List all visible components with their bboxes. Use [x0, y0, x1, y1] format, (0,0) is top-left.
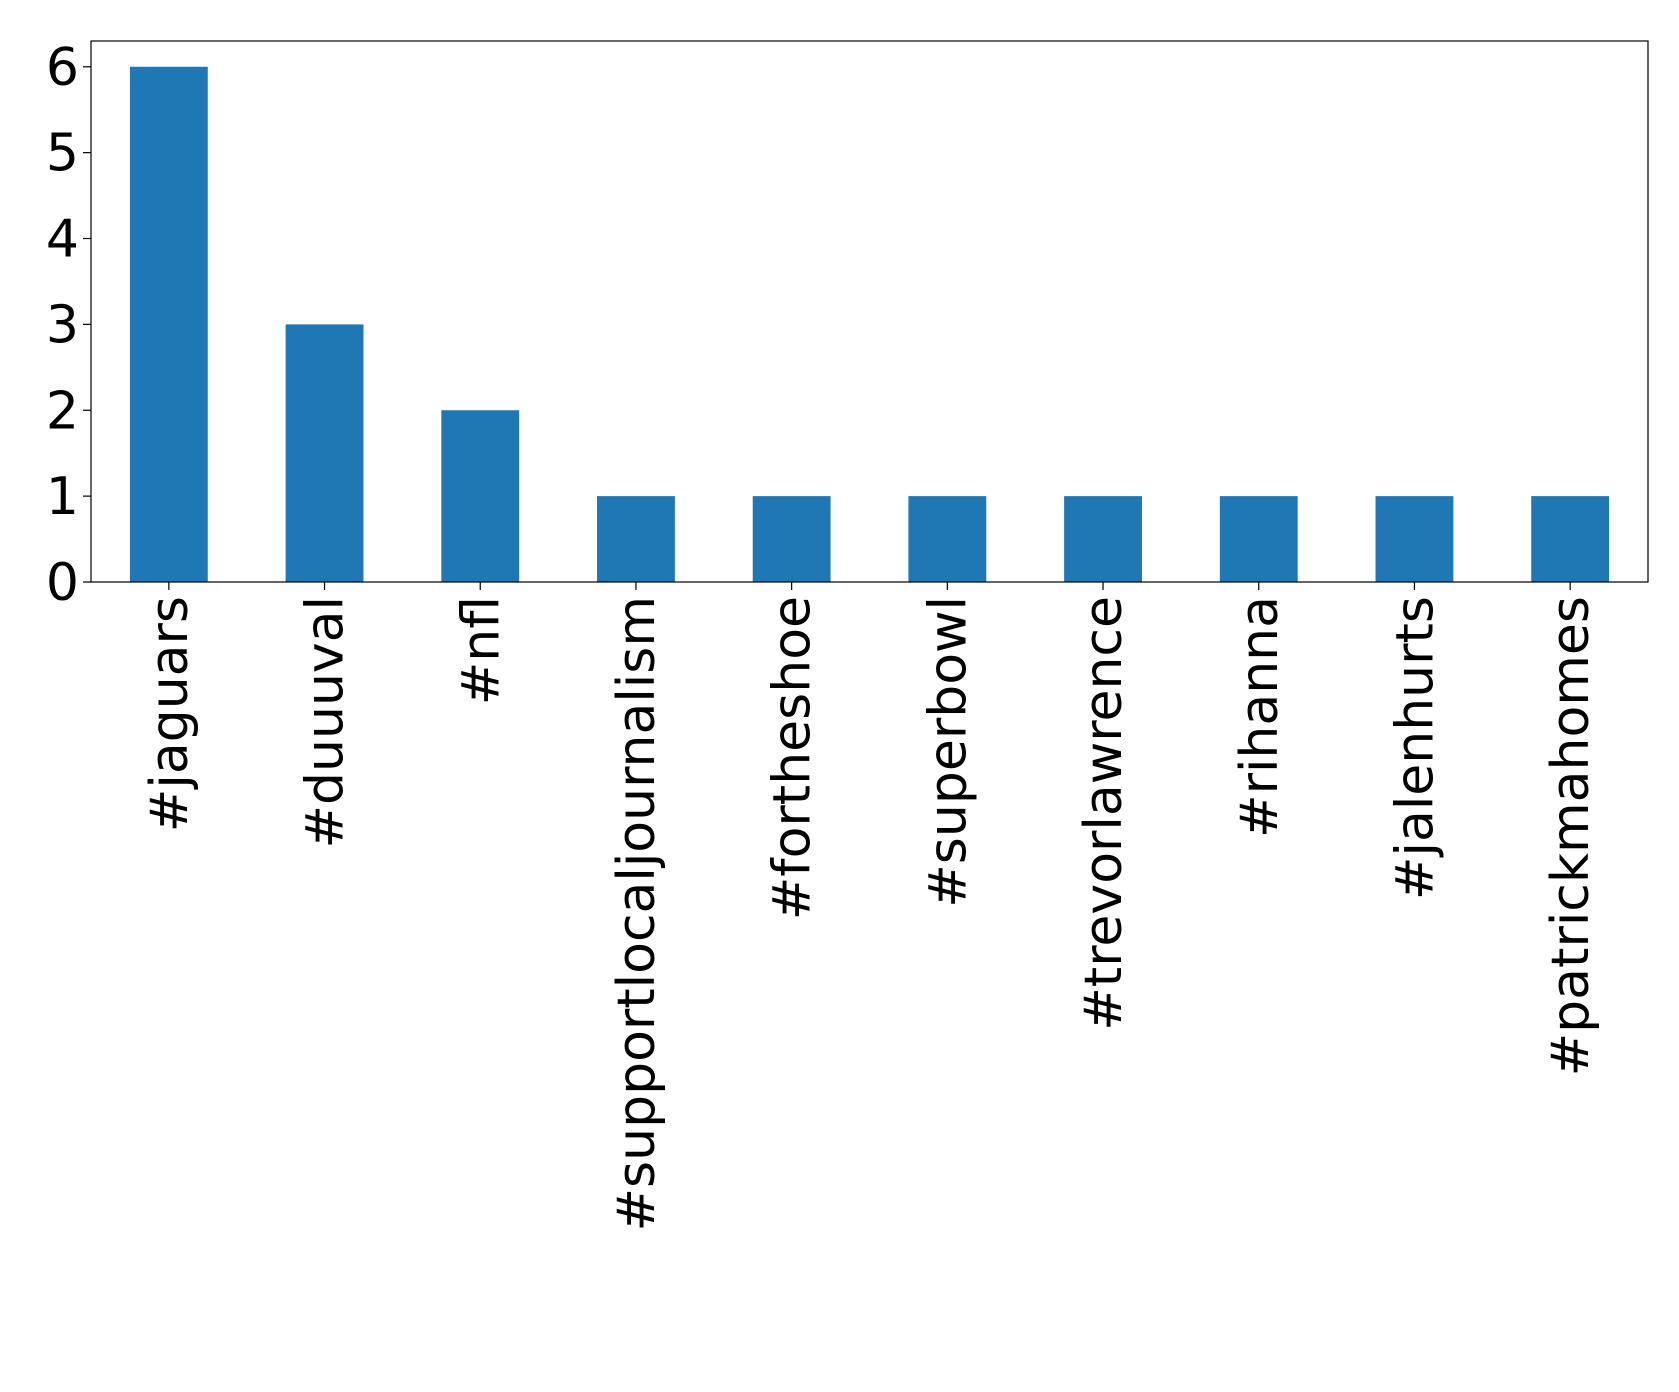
y-tick-label: 3 [46, 295, 79, 355]
bar [1375, 496, 1454, 582]
bar [285, 324, 364, 582]
bar [752, 496, 831, 582]
x-tick-label: #trevorlawrence [1074, 596, 1134, 1031]
bar [129, 66, 208, 582]
y-tick-label: 1 [46, 467, 79, 527]
y-tick-label: 4 [46, 210, 79, 270]
y-tick-label: 0 [46, 553, 79, 613]
x-tick-label: #duuuval [296, 596, 356, 849]
x-tick-label: #patrickmahomes [1541, 596, 1601, 1076]
bar [441, 410, 520, 582]
x-tick-label: #supportlocaljournalism [607, 596, 667, 1232]
y-tick-label: 2 [46, 381, 79, 441]
y-tick-label: 5 [46, 124, 79, 184]
bar [908, 496, 987, 582]
y-tick-label: 6 [46, 38, 79, 98]
bar [1531, 496, 1610, 582]
x-tick-label: #jaguars [140, 596, 200, 832]
bar [1064, 496, 1142, 582]
plot-frame [90, 40, 1649, 583]
x-tick-label: #rihanna [1230, 596, 1290, 838]
x-tick-label: #superbowl [918, 596, 978, 908]
x-tick-label: #fortheshoe [763, 596, 823, 920]
bar [1219, 496, 1298, 582]
x-tick-label: #nfl [451, 596, 511, 705]
bar [597, 496, 675, 582]
x-tick-label: #jalenhurts [1385, 596, 1445, 900]
